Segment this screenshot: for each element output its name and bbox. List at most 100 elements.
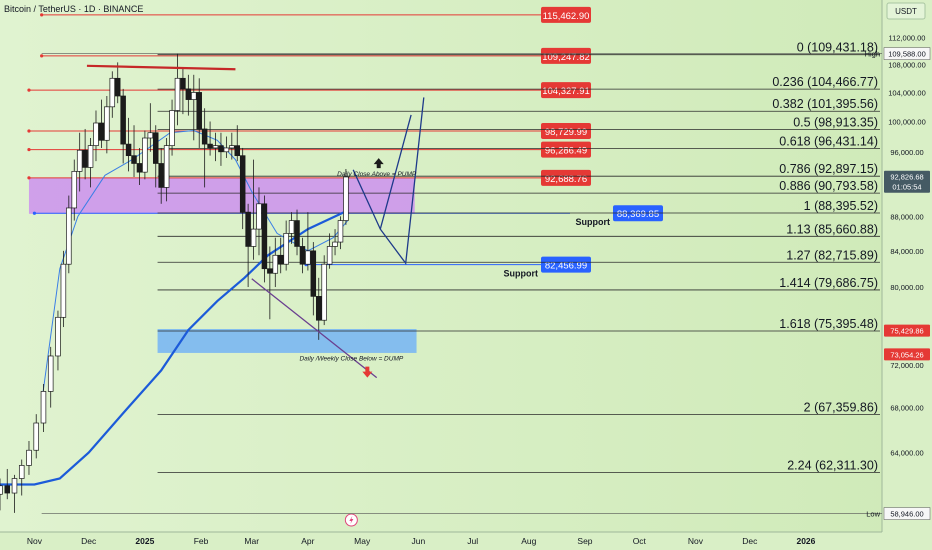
price-tick-label: 68,000.00 xyxy=(890,404,923,413)
time-tick-label: Feb xyxy=(194,536,209,546)
candle-body[interactable] xyxy=(0,485,3,495)
candle-body[interactable] xyxy=(277,254,284,265)
candle-body[interactable] xyxy=(33,422,39,451)
price-level-badge-text: 82,456.99 xyxy=(545,261,587,272)
price-axis-panel xyxy=(882,0,932,550)
candle-body[interactable] xyxy=(294,220,300,247)
candle-body[interactable] xyxy=(114,77,121,97)
fibonacci-retracement[interactable]: 0 (109,431.18) 0.236 (104,466.77) 0.382 (1… xyxy=(157,41,880,473)
price-levels-layer: 115,462.90 109,247.82 104,327.91 98,729.99 9… xyxy=(27,6,663,279)
candle-body[interactable] xyxy=(47,355,54,392)
candle-body[interactable] xyxy=(310,250,317,297)
candle-body[interactable] xyxy=(109,77,116,108)
price-level-badge[interactable] xyxy=(541,256,591,273)
candle-body[interactable] xyxy=(71,171,78,209)
candle-body[interactable] xyxy=(261,203,268,270)
candle-body[interactable] xyxy=(142,137,148,173)
candle-body[interactable] xyxy=(223,147,230,153)
candle-body[interactable] xyxy=(229,145,235,149)
price-axis[interactable]: 112,000.00 108,000.00 104,000.00 100,000.00… xyxy=(41,33,931,520)
candle-body[interactable] xyxy=(158,163,164,188)
candle-body[interactable] xyxy=(82,149,88,168)
axis-price-badge[interactable] xyxy=(884,170,930,193)
candle-body[interactable] xyxy=(272,254,279,274)
candle-body[interactable] xyxy=(18,465,25,479)
time-axis[interactable]: Nov Dec 2025 Feb Mar Apr May Jun Jul Aug Sep Oct Nov… xyxy=(27,536,816,546)
candle-body[interactable] xyxy=(191,92,197,100)
candle-body[interactable] xyxy=(98,122,105,141)
support-label: Support xyxy=(504,269,539,279)
candle-body[interactable] xyxy=(169,110,175,146)
candle-body[interactable] xyxy=(76,149,83,172)
candle-body[interactable] xyxy=(93,122,99,146)
candle-body[interactable] xyxy=(212,145,219,149)
price-level-anchor xyxy=(40,13,44,17)
extreme-badge-text: 58,946.00 xyxy=(890,510,923,519)
candle-body[interactable] xyxy=(11,478,18,494)
fib-label: 0 (109,431.18) xyxy=(797,41,878,55)
candle-body[interactable] xyxy=(326,246,333,265)
resistance-line[interactable] xyxy=(86,64,236,71)
candle-body[interactable] xyxy=(174,77,181,111)
candle-body[interactable] xyxy=(201,128,208,145)
projection-path-alt[interactable] xyxy=(379,114,412,230)
candle-body[interactable] xyxy=(267,268,273,274)
price-level-badge[interactable] xyxy=(541,169,591,186)
candle-body[interactable] xyxy=(185,88,192,100)
candle-body[interactable] xyxy=(234,145,241,157)
candle-body[interactable] xyxy=(250,228,257,247)
candle-body[interactable] xyxy=(288,220,295,234)
candle-body[interactable] xyxy=(256,203,262,230)
candle-body[interactable] xyxy=(136,163,143,173)
candle-body[interactable] xyxy=(104,106,110,141)
demand-zone xyxy=(157,328,417,353)
candle-body[interactable] xyxy=(316,296,322,321)
candle-body[interactable] xyxy=(337,220,344,243)
price-level-badge[interactable] xyxy=(541,122,591,139)
candlestick-series[interactable] xyxy=(0,53,349,513)
currency-label: USDT xyxy=(895,7,917,16)
candle-body[interactable] xyxy=(180,77,186,90)
price-tick-label: 100,000.00 xyxy=(888,118,926,127)
candle-body[interactable] xyxy=(196,92,202,130)
candle-body[interactable] xyxy=(60,263,67,318)
candle-body[interactable] xyxy=(283,233,289,265)
projection-path[interactable] xyxy=(352,97,425,266)
candle-body[interactable] xyxy=(26,449,32,466)
candle-body[interactable] xyxy=(299,246,306,265)
fib-label: 2 (67,359.86) xyxy=(804,401,878,415)
candle-body[interactable] xyxy=(4,485,10,494)
candle-body[interactable] xyxy=(120,95,126,145)
candle-body[interactable] xyxy=(343,176,349,221)
descending-trendline[interactable] xyxy=(251,278,378,379)
price-level-badge[interactable] xyxy=(541,47,591,64)
candle-body[interactable] xyxy=(245,211,251,247)
drawings-layer[interactable]: Daily Close Above = PUMP Daily /Weekly Cl… xyxy=(86,64,425,527)
candle-body[interactable] xyxy=(207,143,213,149)
candle-body[interactable] xyxy=(305,250,311,265)
candle-body[interactable] xyxy=(218,145,224,153)
currency-button[interactable] xyxy=(886,2,926,20)
price-level-badge[interactable] xyxy=(541,82,591,99)
candle-body[interactable] xyxy=(332,241,338,247)
candle-body[interactable] xyxy=(163,145,170,188)
time-tick-label: May xyxy=(354,536,371,546)
candle-body[interactable] xyxy=(153,132,159,164)
candle-body[interactable] xyxy=(239,155,246,213)
candle-body[interactable] xyxy=(321,263,327,321)
candle-body[interactable] xyxy=(55,316,61,357)
price-level-badge[interactable] xyxy=(541,6,591,23)
price-level-anchor xyxy=(27,176,31,180)
candle-body[interactable] xyxy=(131,155,137,164)
candle-body[interactable] xyxy=(40,391,47,424)
axis-price-badge[interactable] xyxy=(884,348,930,361)
candle-body[interactable] xyxy=(125,143,132,157)
candle-body[interactable] xyxy=(66,207,72,265)
candle-body[interactable] xyxy=(87,145,94,168)
axis-price-badge[interactable] xyxy=(884,324,930,337)
candle-body[interactable] xyxy=(147,132,154,139)
extreme-badge xyxy=(883,507,931,520)
fib-label: 1 (88,395.52) xyxy=(804,199,878,213)
price-level-badge[interactable] xyxy=(541,141,591,158)
